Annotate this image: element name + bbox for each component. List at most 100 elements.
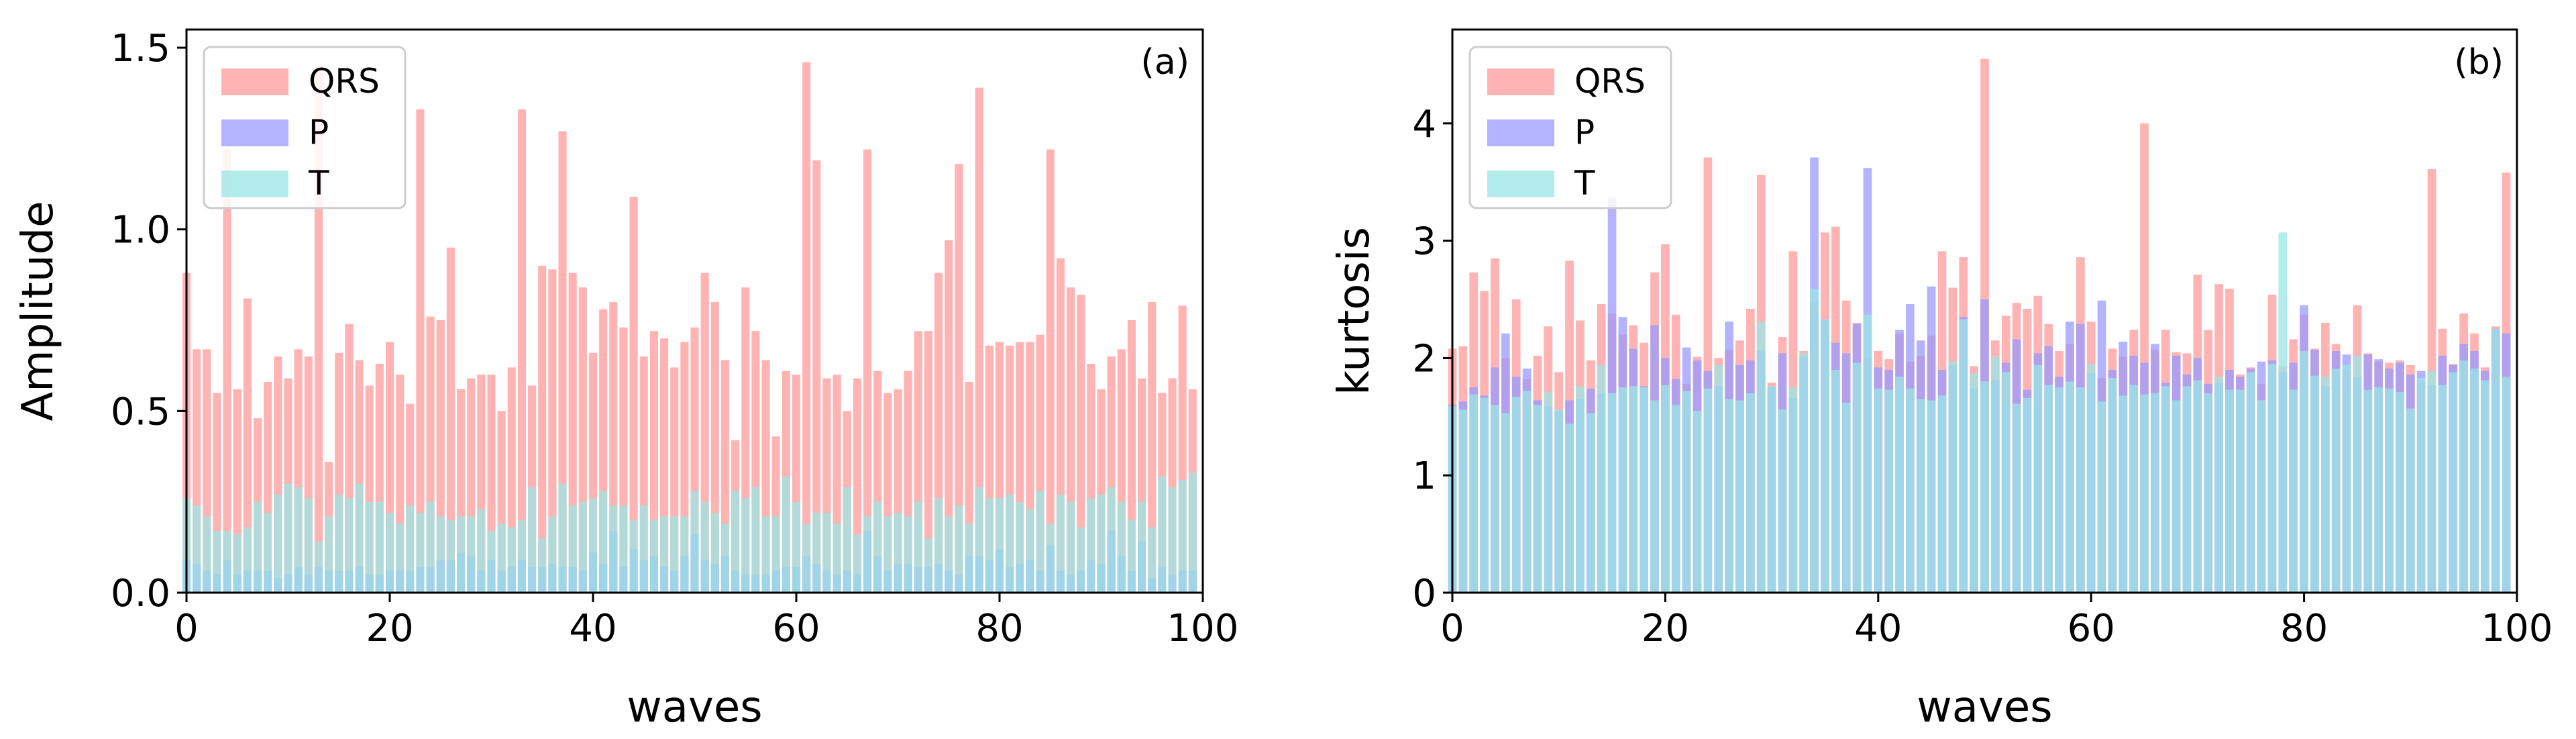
bar-t-66	[853, 534, 861, 593]
x-tick-label: 60	[2068, 607, 2115, 650]
bar-t-62	[2108, 378, 2117, 593]
bar-t-34	[528, 487, 537, 593]
bar-t-31	[497, 524, 506, 593]
bar-t-87	[1066, 501, 1075, 593]
bar-t-78	[2278, 232, 2288, 593]
bar-t-17	[1629, 386, 1638, 593]
bar-t-45	[639, 505, 648, 593]
x-tick-label: 80	[975, 607, 1023, 650]
bar-t-52	[710, 512, 719, 593]
bar-t-12	[304, 498, 313, 593]
axes-frame	[185, 28, 1204, 594]
x-axis-label: waves	[627, 683, 762, 732]
series-t	[1448, 232, 2511, 593]
bar-t-50	[690, 491, 699, 593]
bar-t-77	[2267, 364, 2277, 593]
bar-t-65	[2140, 394, 2149, 593]
y-tick-label: 0	[1412, 572, 1436, 615]
x-tick-label: 60	[772, 607, 820, 650]
bar-t-76	[2257, 400, 2266, 593]
bar-t-10	[1554, 409, 1564, 593]
bar-t-22	[1682, 391, 1691, 593]
bar-t-58	[2065, 381, 2074, 593]
bar-qrs-85	[1046, 149, 1055, 593]
bar-t-48	[670, 516, 679, 593]
bar-t-3	[1480, 397, 1489, 593]
bar-qrs-36	[548, 269, 557, 593]
bar-qrs-78	[975, 87, 983, 593]
bar-t-98	[1178, 480, 1187, 593]
bar-t-88	[1077, 527, 1085, 593]
bar-t-44	[1916, 399, 1925, 593]
legend-swatch-qrs	[221, 68, 288, 95]
bar-t-28	[467, 516, 476, 593]
bar-t-43	[619, 505, 628, 593]
bar-t-1	[193, 505, 201, 593]
bar-t-49	[680, 516, 689, 593]
bar-t-4	[1491, 405, 1499, 593]
bar-t-99	[1188, 473, 1197, 593]
bar-t-71	[904, 516, 912, 593]
x-tick-label: 100	[1167, 607, 1239, 650]
bar-t-70	[2193, 380, 2202, 593]
bar-t-42	[1895, 377, 1904, 593]
bar-t-55	[2033, 364, 2043, 593]
bar-t-21	[1671, 405, 1680, 593]
x-tick-label: 40	[1854, 607, 1902, 650]
bar-t-76	[955, 505, 963, 593]
series-t	[182, 473, 1197, 593]
legend-label-t: T	[1574, 164, 1595, 203]
bar-qrs-76	[955, 164, 963, 593]
bar-t-14	[1597, 364, 1606, 593]
bar-t-10	[284, 483, 292, 593]
bar-t-20	[385, 512, 394, 593]
bar-t-58	[771, 516, 780, 593]
bar-t-78	[975, 487, 983, 593]
bar-t-71	[2204, 393, 2213, 593]
bar-t-47	[659, 516, 669, 593]
bar-t-51	[1991, 356, 2000, 593]
bar-t-19	[375, 501, 384, 593]
x-axis-label: waves	[1917, 683, 2052, 732]
legend-swatch-qrs	[1487, 68, 1554, 95]
bar-t-75	[945, 516, 953, 593]
bar-t-8	[264, 512, 272, 593]
bar-t-81	[1006, 494, 1014, 593]
bar-t-81	[2310, 375, 2319, 593]
bar-t-64	[833, 524, 841, 593]
bar-t-6	[1511, 397, 1521, 593]
bar-t-28	[1746, 393, 1755, 593]
bar-t-60	[2086, 364, 2096, 593]
bar-t-5	[1501, 413, 1510, 593]
y-tick-label: 4	[1412, 103, 1436, 146]
legend-label-qrs: QRS	[1574, 62, 1646, 101]
bar-t-53	[720, 524, 730, 593]
bar-t-32	[507, 527, 516, 593]
bar-t-7	[1522, 391, 1532, 593]
bar-t-36	[548, 516, 557, 593]
bar-t-24	[1703, 388, 1713, 593]
panel-b: 0 20 40 60 80 100 0 1 2 3 4 waves kurtosis (b) QRS PT	[1330, 28, 2553, 732]
bar-qrs-73	[924, 331, 933, 593]
bar-t-55	[741, 498, 750, 593]
y-tick-label: 0.0	[111, 572, 170, 615]
bar-t-45	[1927, 400, 1936, 593]
bar-t-56	[2044, 385, 2053, 593]
series-p	[1448, 157, 2511, 593]
bar-t-36	[1831, 369, 1840, 593]
bar-t-91	[2416, 378, 2426, 593]
legend-label-qrs: QRS	[309, 62, 380, 101]
bar-t-44	[629, 520, 638, 593]
bar-t-54	[2023, 397, 2032, 593]
bar-t-84	[1036, 491, 1044, 593]
legend-swatch-p	[1487, 119, 1554, 146]
bar-t-65	[843, 487, 851, 593]
bar-t-43	[1906, 388, 1915, 593]
bar-t-38	[1852, 362, 1862, 593]
x-tick-label: 100	[2481, 607, 2553, 650]
bar-t-18	[365, 501, 374, 593]
bar-t-53	[2012, 403, 2021, 593]
bar-t-68	[873, 501, 882, 593]
bar-t-59	[2076, 387, 2085, 593]
y-tick-label: 3	[1412, 220, 1436, 264]
